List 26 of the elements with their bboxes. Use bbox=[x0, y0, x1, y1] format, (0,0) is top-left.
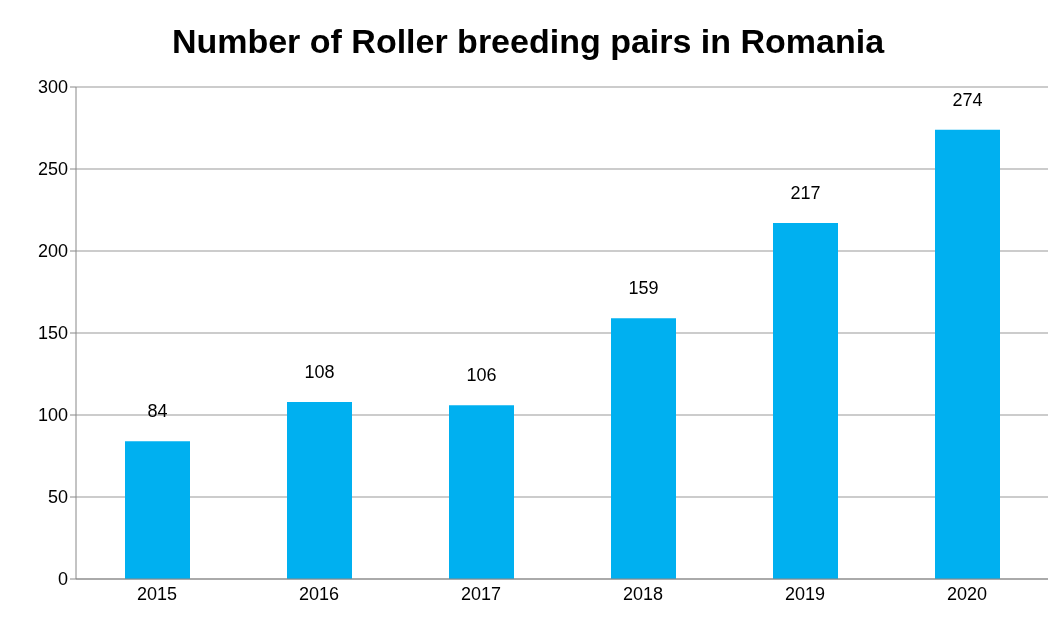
bar bbox=[287, 401, 352, 579]
y-tick-label: 150 bbox=[37, 323, 68, 344]
x-tick-label: 2020 bbox=[946, 583, 988, 604]
chart-title: Number of Roller breeding pairs in Romania bbox=[170, 22, 886, 61]
bar bbox=[611, 318, 676, 579]
y-tick-label: 50 bbox=[47, 487, 68, 508]
data-label: 106 bbox=[466, 365, 497, 386]
y-tick-label: 300 bbox=[37, 77, 68, 98]
x-tick-label: 2017 bbox=[460, 583, 502, 604]
y-tick-label: 100 bbox=[37, 405, 68, 426]
data-label: 108 bbox=[304, 361, 335, 382]
y-tick-label: 250 bbox=[37, 159, 68, 180]
x-tick-label: 2019 bbox=[784, 583, 826, 604]
data-label: 274 bbox=[952, 89, 983, 110]
bar bbox=[935, 129, 1000, 579]
data-label: 217 bbox=[790, 183, 821, 204]
x-tick-label: 2015 bbox=[136, 583, 178, 604]
bar bbox=[125, 441, 190, 579]
bar bbox=[773, 223, 838, 579]
data-label: 84 bbox=[147, 401, 168, 422]
bar bbox=[449, 405, 514, 579]
x-tick-label: 2016 bbox=[298, 583, 340, 604]
data-label: 159 bbox=[628, 278, 659, 299]
y-tick-label: 200 bbox=[37, 241, 68, 262]
y-tick-label: 0 bbox=[57, 569, 68, 590]
x-tick-label: 2018 bbox=[622, 583, 664, 604]
